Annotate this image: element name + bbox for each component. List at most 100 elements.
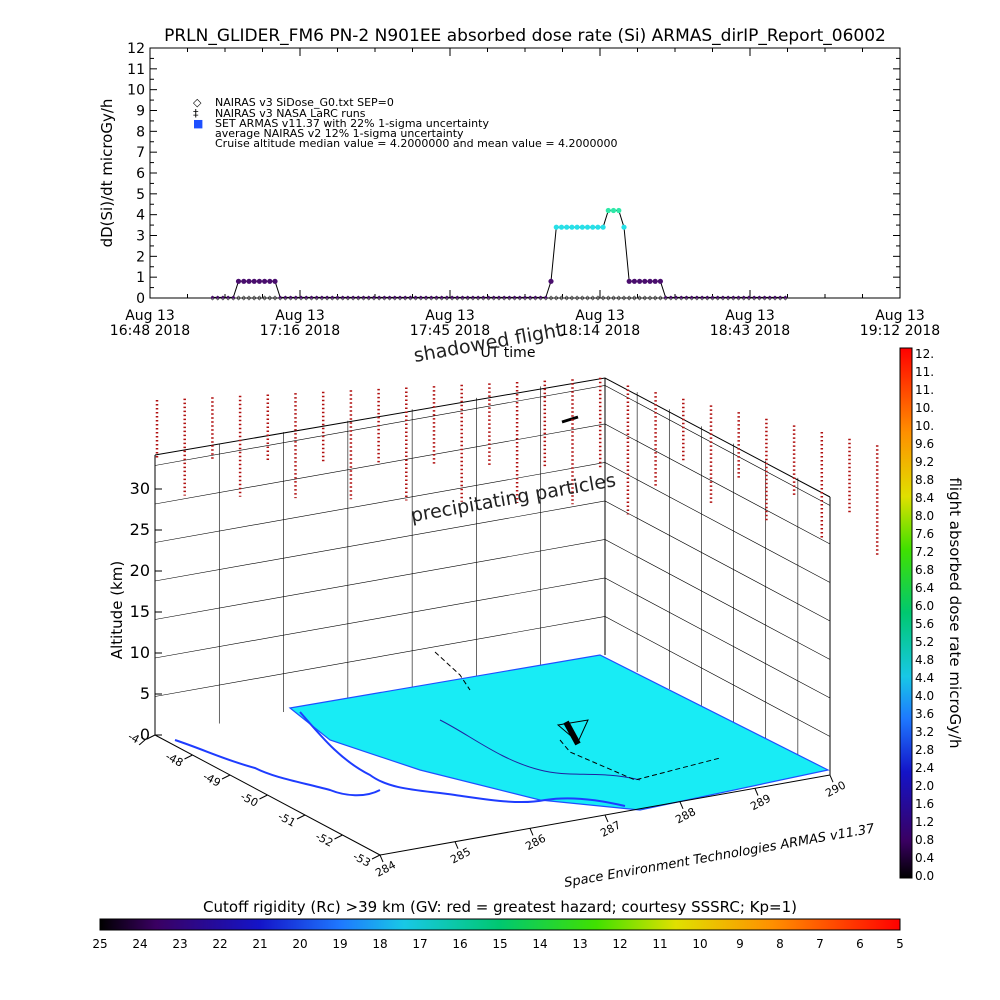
cutoff-rigidity-colorbar-tick: 14 [532, 937, 547, 951]
cutoff-rigidity-colorbar-tick: 12 [612, 937, 627, 951]
dose-rate-colorbar-ticks: 12. 11. 11. 10. 10. 9.6 9.2 8.8 8.4 8.0 7.6 7.2 6.8 6… [915, 347, 934, 883]
model-diamond-marker [558, 295, 564, 301]
dose-rate-colorbar-tick: 9.2 [915, 455, 934, 469]
longitude-tick-label: 285 [448, 845, 473, 866]
data-point [211, 296, 214, 299]
x-tick-label-time: 16:48 2018 [110, 323, 190, 339]
model-diamond-marker [647, 295, 653, 301]
data-point [763, 296, 766, 299]
coastline-west [174, 739, 381, 797]
data-point [304, 296, 308, 299]
data-point [621, 224, 627, 230]
y-axis-label: dD(Si)/dt microGy/h [98, 99, 116, 248]
dose-rate-colorbar-tick: 6.4 [915, 581, 934, 595]
data-point [502, 296, 506, 299]
model-diamond-marker [585, 295, 590, 301]
dose-rate-colorbar-tick: 7.6 [915, 527, 934, 541]
legend: ◇ NAIRAS v3 SiDose_G0.txt SEP=0 ‡ NAIRAS… [193, 96, 618, 150]
data-point [424, 296, 428, 299]
model-diamond-marker [616, 295, 622, 301]
data-point [235, 278, 242, 284]
model-diamond-marker [579, 295, 585, 301]
longitude-tick-mark [454, 841, 459, 849]
dose-rate-colorbar-label: flight absorbed dose rate microGy/h [946, 477, 964, 748]
precipitating-particle-columns [155, 377, 879, 558]
model-diamond-marker [241, 295, 247, 301]
data-point [657, 278, 664, 284]
y-tick-label: 4 [136, 208, 145, 224]
dose-rate-colorbar: 12. 11. 11. 10. 10. 9.6 9.2 8.8 8.4 8.0 7.6 7.2 6.8 6… [899, 347, 964, 883]
data-point [674, 296, 678, 299]
legend-entry-nairas-larc: NAIRAS v3 NASA LaRC runs [215, 107, 366, 120]
data-point [544, 296, 548, 299]
data-point [377, 296, 381, 299]
longitude-tick-label: 284 [373, 858, 398, 879]
cutoff-rigidity-colorbar-tick: 5 [896, 937, 904, 951]
cutoff-rigidity-colorbar-tick: 19 [332, 937, 347, 951]
model-diamond-marker [548, 295, 554, 301]
dose-rate-colorbar-tick: 10. [915, 419, 934, 433]
y-tick-label: 3 [136, 229, 145, 245]
latitude-tick-label: -49 [201, 770, 223, 790]
latitude-tick-label: -50 [238, 790, 260, 810]
model-diamond-marker [569, 295, 575, 301]
data-point [388, 296, 391, 299]
latitude-tick-label: -53 [351, 850, 373, 870]
data-point [393, 296, 397, 299]
data-point [341, 296, 345, 299]
data-point [600, 224, 606, 230]
model-diamond-marker [605, 295, 611, 301]
longitude-tick-label: 288 [673, 805, 698, 826]
data-point [513, 296, 516, 299]
data-point [747, 296, 751, 299]
data-point [414, 296, 417, 299]
ground-track-north [434, 651, 471, 691]
dose-rate-colorbar-tick: 7.2 [915, 545, 934, 559]
dose-rate-colorbar-tick: 6.0 [915, 599, 934, 613]
lake-contours [439, 719, 641, 781]
model-diamond-marker [272, 295, 278, 301]
altitude-tick-label: 10 [130, 643, 150, 662]
data-point [372, 296, 376, 299]
data-point [284, 296, 287, 299]
aircraft-marker-outline [556, 719, 589, 743]
data-point [579, 224, 585, 230]
data-point [553, 224, 559, 230]
altitude-tick-label: 0 [140, 725, 150, 744]
model-diamond-marker [574, 295, 580, 301]
cutoff-rigidity-colorbar-tick: 20 [292, 937, 307, 951]
altitude-grid-line [154, 500, 831, 622]
cutoff-rigidity-colorbar-tick: 24 [132, 937, 147, 951]
data-point [631, 278, 638, 284]
cutoff-rigidity-colorbar-tick: 17 [412, 937, 427, 951]
model-diamond-marker [553, 295, 559, 301]
data-point [299, 296, 303, 299]
model-diamond-marker [611, 295, 617, 301]
data-point [440, 296, 444, 299]
legend-symbol-armas: ■ [193, 117, 203, 130]
dose-rate-colorbar-tick: 12. [915, 347, 934, 361]
x-tick-label-time: 17:45 2018 [410, 323, 490, 339]
data-point [497, 296, 501, 299]
data-point [616, 207, 622, 214]
data-point [548, 278, 554, 284]
y-tick-label: 8 [136, 124, 145, 140]
data-point [294, 296, 298, 299]
longitude-axis [379, 774, 831, 856]
latitude-tick-mark [296, 814, 306, 820]
data-point [336, 296, 339, 299]
dose-rate-colorbar-tick: 0.8 [915, 833, 934, 847]
cutoff-rigidity-colorbar-tick: 11 [652, 937, 667, 951]
cutoff-rigidity-colorbar-ticks: 25 24 23 22 21 20 19 18 17 16 15 14 13 12 11 10 9 8 7 6 5 [92, 937, 903, 951]
altitude-grid-line [154, 385, 831, 506]
cutoff-rigidity-field [288, 654, 830, 811]
aircraft-marker [563, 720, 581, 746]
data-point [278, 296, 282, 299]
data-point [690, 296, 694, 299]
model-diamond-marker [595, 295, 601, 301]
data-point [647, 278, 653, 284]
model-diamond-marker [600, 295, 606, 301]
data-point [705, 296, 709, 299]
data-point [523, 296, 527, 299]
dose-rate-colorbar-tick: 0.4 [915, 851, 934, 865]
